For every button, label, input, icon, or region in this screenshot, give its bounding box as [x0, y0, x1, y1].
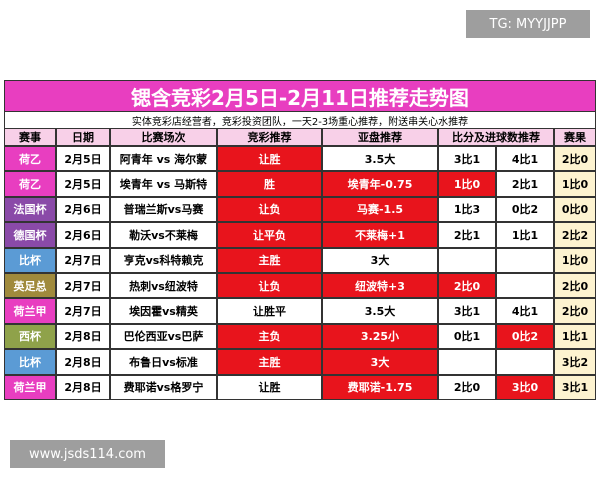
table-cell: 埃青年 vs 马斯特	[110, 171, 217, 197]
title: 锶含竞彩2月5日-2月11日推荐走势图	[4, 80, 596, 112]
table-cell: 0比2	[496, 323, 554, 350]
table-cell: 2比0	[554, 146, 596, 172]
table-cell: 主胜	[217, 349, 322, 375]
table-cell: 3.5大	[322, 146, 438, 172]
table-cell: 0比0	[554, 196, 596, 223]
column-header: 日期	[56, 128, 110, 146]
league-cell: 荷乙	[4, 171, 56, 197]
table-cell: 热刺vs纽波特	[110, 273, 217, 299]
table-cell: 4比1	[496, 298, 554, 324]
table-cell: 0比1	[438, 323, 496, 350]
table-cell: 2月6日	[56, 222, 110, 248]
league-cell: 荷兰甲	[4, 374, 56, 400]
table-cell: 3比2	[554, 349, 596, 375]
table-cell: 纽波特+3	[322, 273, 438, 299]
league-cell: 法国杯	[4, 196, 56, 223]
table-cell: 2比0	[554, 298, 596, 324]
column-header: 赛事	[4, 128, 56, 146]
table-cell: 让胜	[217, 374, 322, 400]
league-cell: 比杯	[4, 247, 56, 273]
table-cell: 勒沃vs不莱梅	[110, 222, 217, 248]
table-cell: 让负	[217, 196, 322, 223]
table-cell: 费耶诺vs格罗宁	[110, 374, 217, 400]
table-cell: 2月8日	[56, 349, 110, 375]
column-header: 竞彩推荐	[217, 128, 322, 146]
table-cell: 3比0	[496, 374, 554, 400]
table-cell: 2月5日	[56, 171, 110, 197]
table-cell: 4比1	[496, 146, 554, 172]
table-cell: 让胜	[217, 146, 322, 172]
table-cell: 2月7日	[56, 298, 110, 324]
league-cell: 英足总	[4, 273, 56, 299]
table-cell: 阿青年 vs 海尔蒙	[110, 146, 217, 172]
league-cell: 西杯	[4, 323, 56, 350]
watermark: TG: MYYJJPP	[466, 10, 590, 38]
column-header: 比赛场次	[110, 128, 217, 146]
table-cell: 1比1	[554, 323, 596, 350]
league-cell: 德国杯	[4, 222, 56, 248]
table-cell: 2比1	[496, 171, 554, 197]
table-cell: 3大	[322, 247, 438, 273]
table-cell: 2比2	[554, 222, 596, 248]
table-cell: 3比1	[438, 146, 496, 172]
watermark: www.jsds114.com	[10, 440, 165, 468]
table-cell: 主胜	[217, 247, 322, 273]
column-header: 亚盘推荐	[322, 128, 438, 146]
table-cell: 3.5大	[322, 298, 438, 324]
table-cell: 布鲁日vs标准	[110, 349, 217, 375]
table-cell: 1比3	[438, 196, 496, 223]
table-cell: 3大	[322, 349, 438, 375]
table-cell: 2比1	[438, 222, 496, 248]
table-cell: 不莱梅+1	[322, 222, 438, 248]
league-cell: 比杯	[4, 349, 56, 375]
table-cell: 2比0	[438, 374, 496, 400]
table-cell: 2月6日	[56, 196, 110, 223]
table-cell: 1比0	[554, 247, 596, 273]
table-cell: 2月7日	[56, 273, 110, 299]
table-cell: 3比1	[554, 374, 596, 400]
table-cell: 2比0	[438, 273, 496, 299]
table-cell: 埃青年-0.75	[322, 171, 438, 197]
table-cell: 马赛-1.5	[322, 196, 438, 223]
table-cell: 埃因霍vs精英	[110, 298, 217, 324]
table-cell: 让平负	[217, 222, 322, 248]
table-cell: 2月8日	[56, 323, 110, 350]
table-cell: 巴伦西亚vs巴萨	[110, 323, 217, 350]
table-cell	[496, 273, 554, 299]
table-cell: 0比2	[496, 196, 554, 223]
table-cell: 2月5日	[56, 146, 110, 172]
table-cell	[496, 349, 554, 375]
league-cell: 荷乙	[4, 146, 56, 172]
table-cell: 让负	[217, 273, 322, 299]
table-cell	[438, 247, 496, 273]
league-cell: 荷兰甲	[4, 298, 56, 324]
table-cell: 费耶诺-1.75	[322, 374, 438, 400]
column-header: 赛果	[554, 128, 596, 146]
table-cell: 主负	[217, 323, 322, 350]
table-cell: 1比1	[496, 222, 554, 248]
table-cell: 亨克vs科特赖克	[110, 247, 217, 273]
column-header: 比分及进球数推荐	[438, 128, 554, 146]
table-cell: 3比1	[438, 298, 496, 324]
table-cell: 3.25小	[322, 323, 438, 350]
table-cell: 2月7日	[56, 247, 110, 273]
table-cell: 1比0	[554, 171, 596, 197]
table-cell: 1比0	[438, 171, 496, 197]
table-cell: 2比0	[554, 273, 596, 299]
table-cell: 胜	[217, 171, 322, 197]
table-cell: 普瑞兰斯vs马赛	[110, 196, 217, 223]
subtitle: 实体竞彩店经营者，竞彩投资团队，一天2-3场重心推荐，附送串关心水推荐	[4, 112, 596, 128]
table-cell: 2月8日	[56, 374, 110, 400]
table-cell: 让胜平	[217, 298, 322, 324]
table-cell	[496, 247, 554, 273]
table-cell	[438, 349, 496, 375]
